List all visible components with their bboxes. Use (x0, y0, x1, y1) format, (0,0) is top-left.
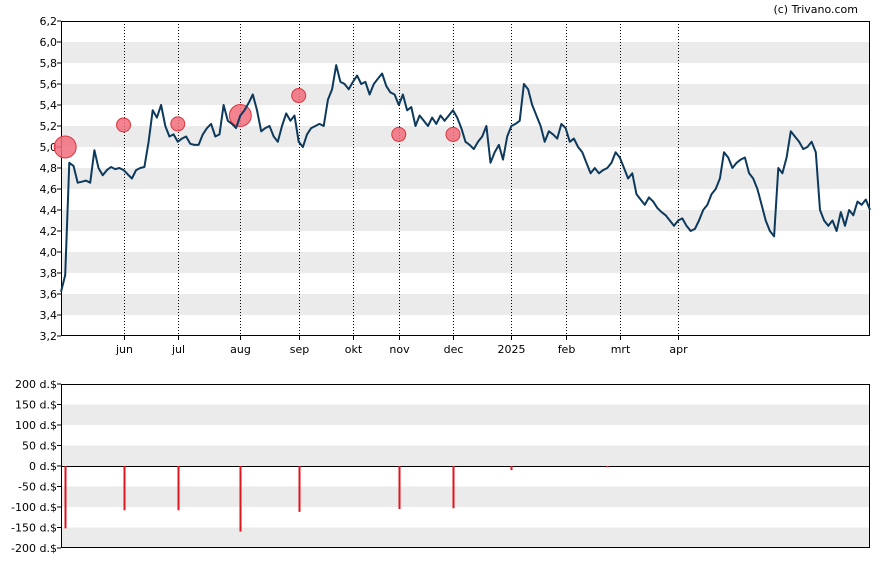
price-y-tick: 4,2 (40, 225, 58, 238)
price-y-tick: 5,6 (40, 78, 58, 91)
volume-grid-band (61, 445, 870, 466)
price-x-tick: aug (230, 343, 251, 356)
price-y-tick: 6,0 (40, 36, 58, 49)
volume-frame (61, 384, 870, 548)
volume-grid-band (61, 486, 870, 507)
price-y-tick: 4,6 (40, 183, 58, 196)
price-y-tick: 3,2 (40, 330, 58, 343)
price-grid-band (61, 252, 870, 273)
price-grid-band (61, 210, 870, 231)
volume-grid-band (61, 527, 870, 548)
price-line (60, 64, 871, 293)
price-grid-band (61, 126, 870, 147)
price-x-tick: jun (115, 343, 133, 356)
price-x-tick: feb (558, 343, 576, 356)
price-x-tick: apr (669, 343, 688, 356)
price-y-tick: 3,6 (40, 288, 58, 301)
volume-panel: 200 d.$ 150 d.$ 100 d.$ 50 d.$ 0 d.$ -50 d.$ -… (11, 378, 870, 555)
price-panel: 6,2 6,0 5,8 5,6 5,4 5,2 5,0 4,8 4,6 4,4 4,2 4,0 3,8 3… (40, 15, 871, 356)
trade-bubble (391, 126, 407, 142)
price-x-tick: mrt (611, 343, 631, 356)
volume-y-tick: -100 d.$ (11, 501, 57, 514)
volume-y-tick: 100 d.$ (15, 419, 57, 432)
price-y-tick: 3,4 (40, 309, 58, 322)
volume-y-tick: 150 d.$ (15, 399, 57, 412)
price-x-tick: sep (290, 343, 309, 356)
volume-y-tick: 50 d.$ (22, 440, 57, 453)
trade-bubble (116, 117, 132, 133)
price-grid-band (61, 168, 870, 189)
price-x-tick: nov (389, 343, 410, 356)
price-x-tick: jul (171, 343, 185, 356)
volume-y-tick: -150 d.$ (11, 522, 57, 535)
price-y-tick: 5,8 (40, 57, 58, 70)
price-y-tick: 4,0 (40, 246, 58, 259)
volume-y-tick: 0 d.$ (29, 460, 57, 473)
price-y-tick: 5,4 (40, 99, 58, 112)
price-grid-band (61, 294, 870, 315)
price-x-tick: 2025 (498, 343, 526, 356)
copyright-label: (c) Trivano.com (773, 3, 858, 16)
price-y-tick: 3,8 (40, 267, 58, 280)
volume-grid-band (61, 404, 870, 425)
trade-bubble (291, 88, 307, 104)
price-y-tick: 4,8 (40, 162, 58, 175)
price-grid-band (61, 84, 870, 105)
price-y-tick: 5,0 (40, 141, 58, 154)
price-y-tick: 5,2 (40, 120, 58, 133)
price-x-tick: dec (444, 343, 464, 356)
volume-y-tick: -200 d.$ (11, 542, 57, 555)
trade-bubble (445, 126, 461, 142)
price-x-tick: okt (345, 343, 363, 356)
volume-y-tick: 200 d.$ (15, 378, 57, 391)
price-y-tick: 6,2 (40, 15, 58, 28)
trade-bubble (170, 116, 186, 132)
price-y-tick: 4,4 (40, 204, 58, 217)
volume-y-tick: -50 d.$ (18, 481, 57, 494)
price-grid-band (61, 42, 870, 63)
trade-bubble (53, 135, 77, 159)
price-frame (61, 21, 870, 336)
